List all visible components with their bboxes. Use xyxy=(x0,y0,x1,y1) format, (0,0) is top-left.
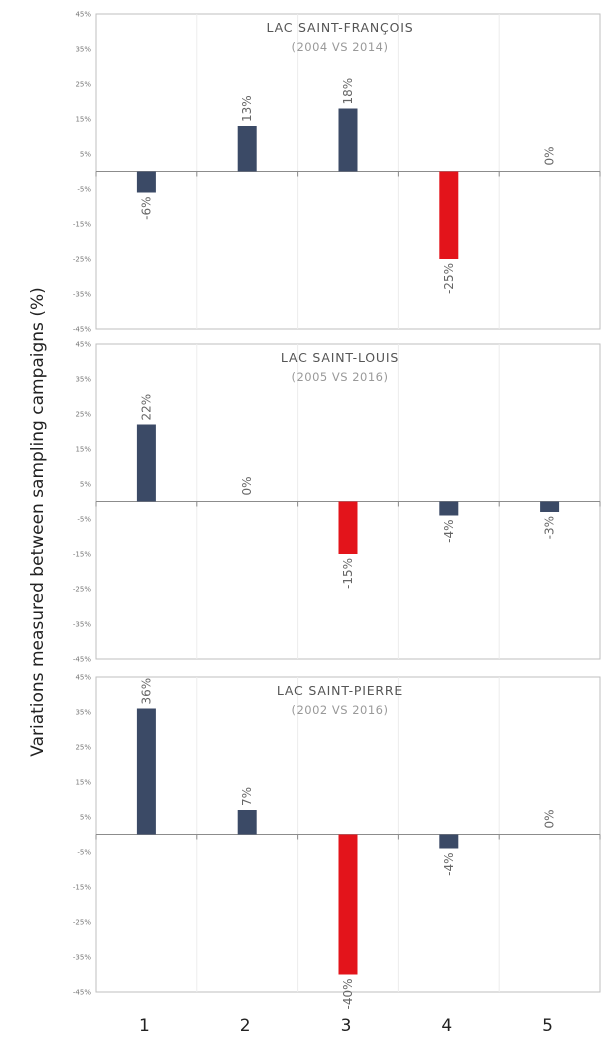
bar xyxy=(338,501,358,554)
y-tick-label: -25% xyxy=(73,586,91,594)
x-category-label: 1 xyxy=(139,1016,150,1036)
bar xyxy=(136,171,156,193)
y-tick-label: -45% xyxy=(73,326,91,334)
panel-title: LAC SAINT-PIERRE xyxy=(277,683,403,698)
y-tick-label: -15% xyxy=(73,884,91,892)
data-label: 36% xyxy=(139,678,153,705)
panel-title: LAC SAINT-FRANÇOIS xyxy=(267,20,414,35)
y-tick-label: 25% xyxy=(75,744,91,752)
y-tick-label: -15% xyxy=(73,221,91,229)
panel-subtitle: (2002 VS 2016) xyxy=(292,703,389,717)
chart-panel-3: 45% 35% 25% 15% 5% -5% -15% -25% -35% -45% LAC SAI… xyxy=(73,674,601,1010)
bar xyxy=(439,834,459,849)
y-axis-label: Variations measured between sampling cam… xyxy=(28,287,48,756)
y-tick-label: 25% xyxy=(75,411,91,419)
y-tick-label: -35% xyxy=(73,621,91,629)
bar xyxy=(237,810,257,835)
bar xyxy=(136,708,156,835)
data-label: -4% xyxy=(442,853,456,876)
data-label: 18% xyxy=(341,78,355,105)
data-label: 0% xyxy=(543,146,557,165)
y-tick-label: -45% xyxy=(73,989,91,997)
data-label: 13% xyxy=(240,95,254,122)
y-tick-label: -25% xyxy=(73,256,91,264)
bar xyxy=(338,108,358,172)
y-tick-label: 35% xyxy=(75,46,91,54)
y-tick-label: -35% xyxy=(73,954,91,962)
data-label: -40% xyxy=(341,979,355,1010)
bar xyxy=(136,424,156,502)
y-tick-label: -5% xyxy=(77,186,91,194)
x-category-label: 3 xyxy=(341,1016,352,1036)
x-category-label: 5 xyxy=(542,1016,553,1036)
y-tick-label: 45% xyxy=(75,674,91,682)
y-tick-label: 15% xyxy=(75,446,91,454)
data-label: -15% xyxy=(341,558,355,589)
data-label: 0% xyxy=(240,476,254,495)
data-label: 0% xyxy=(543,809,557,828)
panel-subtitle: (2004 VS 2014) xyxy=(292,40,389,54)
chart-panels: 45% 35% 25% 15% 5% -5% -15% -25% -35% -45% LAC SAI… xyxy=(73,11,601,1010)
panel-title: LAC SAINT-LOUIS xyxy=(281,350,399,365)
x-axis-categories: 1 2 3 4 5 xyxy=(139,1016,553,1036)
y-tick-label: -5% xyxy=(77,849,91,857)
y-tick-label: 45% xyxy=(75,11,91,19)
y-tick-label: 35% xyxy=(75,709,91,717)
bar xyxy=(237,126,257,172)
x-category-label: 4 xyxy=(441,1016,452,1036)
bar xyxy=(338,834,358,975)
bar xyxy=(439,501,459,516)
x-category-label: 2 xyxy=(240,1016,251,1036)
y-tick-label: -25% xyxy=(73,919,91,927)
bar xyxy=(439,171,459,259)
y-tick-label: -15% xyxy=(73,551,91,559)
y-tick-label: -35% xyxy=(73,291,91,299)
chart-panel-1: 45% 35% 25% 15% 5% -5% -15% -25% -35% -45% LAC SAI… xyxy=(73,11,601,334)
y-tick-label: 35% xyxy=(75,376,91,384)
data-label: -4% xyxy=(442,520,456,543)
data-label: -6% xyxy=(139,197,153,220)
panel-subtitle: (2005 VS 2016) xyxy=(292,370,389,384)
y-tick-label: 5% xyxy=(80,151,91,159)
data-label: -3% xyxy=(543,516,557,539)
chart-panel-2: 45% 35% 25% 15% 5% -5% -15% -25% -35% -45% LAC SAI… xyxy=(73,341,601,664)
y-tick-label: 15% xyxy=(75,779,91,787)
y-tick-label: 5% xyxy=(80,814,91,822)
y-tick-label: -5% xyxy=(77,516,91,524)
y-tick-label: 5% xyxy=(80,481,91,489)
y-tick-label: -45% xyxy=(73,656,91,664)
data-label: 7% xyxy=(240,787,254,806)
bar xyxy=(540,501,560,512)
y-tick-label: 45% xyxy=(75,341,91,349)
data-label: 22% xyxy=(139,394,153,421)
y-tick-label: 15% xyxy=(75,116,91,124)
y-tick-label: 25% xyxy=(75,81,91,89)
data-label: -25% xyxy=(442,263,456,294)
